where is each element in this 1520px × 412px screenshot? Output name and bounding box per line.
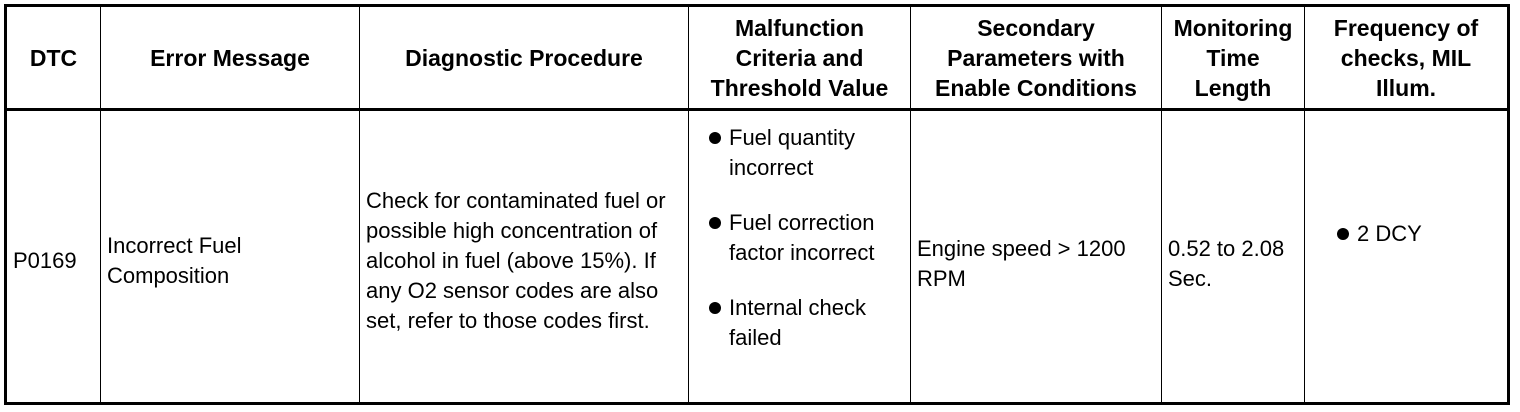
list-item: Fuel quantity incorrect — [695, 123, 904, 183]
cell-diagnostic-procedure: Check for contaminated fuel or possible … — [359, 109, 689, 404]
criteria-text: Internal check failed — [729, 295, 866, 350]
criteria-text: Fuel correction factor incorrect — [729, 210, 875, 265]
header-diagnostic-procedure: Diagnostic Procedure — [359, 5, 689, 110]
criteria-text: Fuel quantity incorrect — [729, 125, 855, 180]
header-monitoring-time: Monitoring Time Length — [1161, 5, 1305, 110]
cell-frequency: 2 DCY — [1304, 109, 1509, 404]
header-dtc: DTC — [5, 5, 101, 110]
cell-monitoring-time: 0.52 to 2.08 Sec. — [1161, 109, 1305, 404]
dtc-table-container: DTC Error Message Diagnostic Procedure M… — [4, 4, 1510, 405]
cell-dtc: P0169 — [5, 109, 101, 404]
header-row: DTC Error Message Diagnostic Procedure M… — [5, 5, 1509, 110]
table-row: P0169 Incorrect Fuel Composition Check f… — [5, 109, 1509, 404]
bullet-dot-icon — [709, 302, 721, 314]
dtc-table: DTC Error Message Diagnostic Procedure M… — [4, 4, 1510, 405]
frequency-list: 2 DCY — [1323, 219, 1501, 249]
bullet-dot-icon — [709, 217, 721, 229]
criteria-list: Fuel quantity incorrect Fuel correction … — [695, 123, 904, 353]
bullet-dot-icon — [709, 132, 721, 144]
bullet-dot-icon — [1337, 228, 1349, 240]
cell-secondary-parameters: Engine speed > 1200 RPM — [910, 109, 1162, 404]
cell-malfunction-criteria: Fuel quantity incorrect Fuel correction … — [688, 109, 911, 404]
header-frequency: Frequency of checks, MIL Illum. — [1304, 5, 1509, 110]
header-malfunction-criteria: Malfunction Criteria and Threshold Value — [688, 5, 911, 110]
header-secondary-parameters: Secondary Parameters with Enable Conditi… — [910, 5, 1162, 110]
frequency-text: 2 DCY — [1357, 221, 1422, 246]
cell-error-message: Incorrect Fuel Composition — [100, 109, 360, 404]
list-item: Internal check failed — [695, 293, 904, 353]
list-item: 2 DCY — [1323, 219, 1501, 249]
list-item: Fuel correction factor incorrect — [695, 208, 904, 268]
header-error-message: Error Message — [100, 5, 360, 110]
